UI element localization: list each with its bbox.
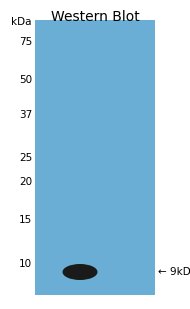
Text: 20: 20 bbox=[19, 177, 32, 187]
Text: 50: 50 bbox=[19, 75, 32, 85]
Text: 15: 15 bbox=[19, 215, 32, 225]
Text: 10: 10 bbox=[19, 259, 32, 269]
Text: kDa: kDa bbox=[12, 17, 32, 27]
Text: 25: 25 bbox=[19, 153, 32, 163]
Text: 75: 75 bbox=[19, 37, 32, 47]
Text: ← 9kDa: ← 9kDa bbox=[158, 267, 190, 277]
Text: 37: 37 bbox=[19, 110, 32, 120]
Bar bbox=[35, 20, 155, 295]
Ellipse shape bbox=[63, 264, 97, 280]
Text: Western Blot: Western Blot bbox=[51, 10, 139, 24]
